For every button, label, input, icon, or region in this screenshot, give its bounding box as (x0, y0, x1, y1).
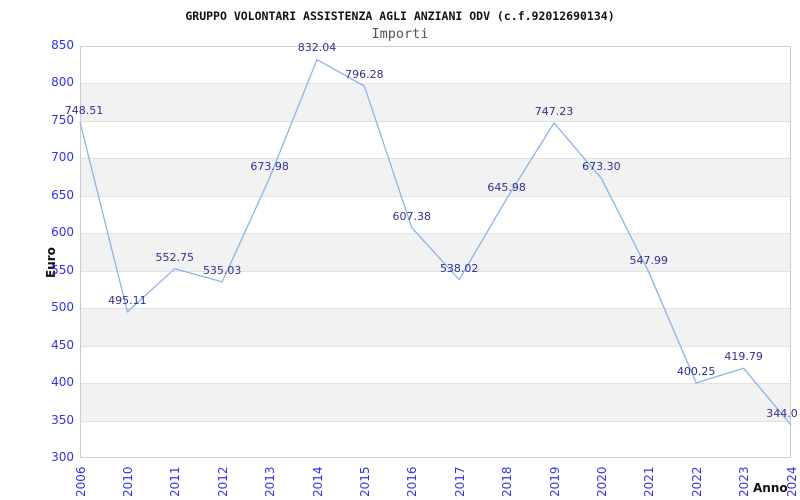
point-value-label: 673.98 (250, 159, 289, 173)
y-tick-label: 650 (51, 187, 74, 202)
x-tick-label: 2018 (500, 466, 515, 497)
x-tick-label: 2024 (784, 466, 799, 497)
plot-band (80, 83, 791, 121)
point-value-label: 419.79 (724, 350, 763, 364)
plot-band (80, 383, 791, 421)
y-tick-label: 300 (51, 450, 74, 464)
gridline (80, 158, 791, 160)
point-value-label: 747.23 (534, 104, 574, 118)
x-tick-label: 2013 (263, 466, 278, 497)
point-value-label: 538.02 (439, 261, 479, 275)
plot-band (80, 46, 791, 84)
point-value-label: 547.99 (629, 254, 669, 268)
x-tick-label: 2012 (215, 466, 230, 497)
x-tick-label: 2020 (594, 466, 609, 497)
point-value-label: 796.28 (345, 68, 384, 82)
point-value-label: 832.04 (297, 41, 337, 55)
gridline (80, 383, 791, 385)
y-tick-label: 700 (51, 150, 74, 165)
x-tick-label: 2022 (689, 466, 704, 497)
x-tick-label: 2021 (642, 466, 657, 497)
gridline (80, 233, 791, 235)
x-tick-label: 2019 (547, 466, 562, 497)
x-tick-label: 2015 (357, 466, 372, 497)
y-tick-label: 350 (51, 412, 74, 427)
plot-band (80, 420, 791, 458)
plot-band (80, 308, 791, 346)
point-value-label: 400.25 (676, 364, 716, 378)
y-tick-label: 500 (51, 300, 74, 315)
x-tick-label: 2023 (737, 466, 752, 497)
point-value-label: 673.30 (582, 160, 621, 174)
x-tick-label: 2010 (120, 466, 135, 497)
plot-band (80, 120, 791, 159)
y-tick-label: 400 (51, 375, 74, 390)
y-tick-label: 750 (51, 112, 74, 127)
x-tick-label: 2014 (310, 466, 325, 497)
y-tick-label: 850 (51, 38, 74, 52)
x-tick-label: 2006 (73, 466, 88, 497)
y-tick-label: 800 (51, 75, 74, 90)
y-tick-label: 550 (51, 262, 74, 277)
gridline (80, 420, 791, 422)
point-value-label: 748.51 (64, 104, 104, 118)
gridline (80, 195, 791, 197)
gridline (80, 345, 791, 347)
gridline (80, 120, 791, 122)
point-value-label: 645.98 (487, 180, 526, 194)
plot-band (80, 158, 791, 196)
x-tick-label: 2016 (405, 466, 420, 497)
x-tick-label: 2017 (452, 466, 467, 497)
point-value-label: 552.75 (155, 250, 195, 264)
chart-title: GRUPPO VOLONTARI ASSISTENZA AGLI ANZIANI… (185, 9, 615, 23)
y-tick-label: 600 (51, 225, 74, 240)
chart-subtitle: Importi (371, 26, 429, 42)
y-tick-label: 450 (51, 337, 74, 352)
point-value-label: 495.11 (108, 293, 147, 307)
x-axis-title: Anno (753, 481, 788, 495)
x-tick-label: 2011 (168, 466, 183, 497)
point-value-label: 535.03 (202, 263, 242, 277)
gridline (80, 308, 791, 310)
point-value-label: 607.38 (392, 209, 432, 223)
gridline (80, 83, 791, 85)
point-value-label: 344.0 (766, 407, 798, 421)
